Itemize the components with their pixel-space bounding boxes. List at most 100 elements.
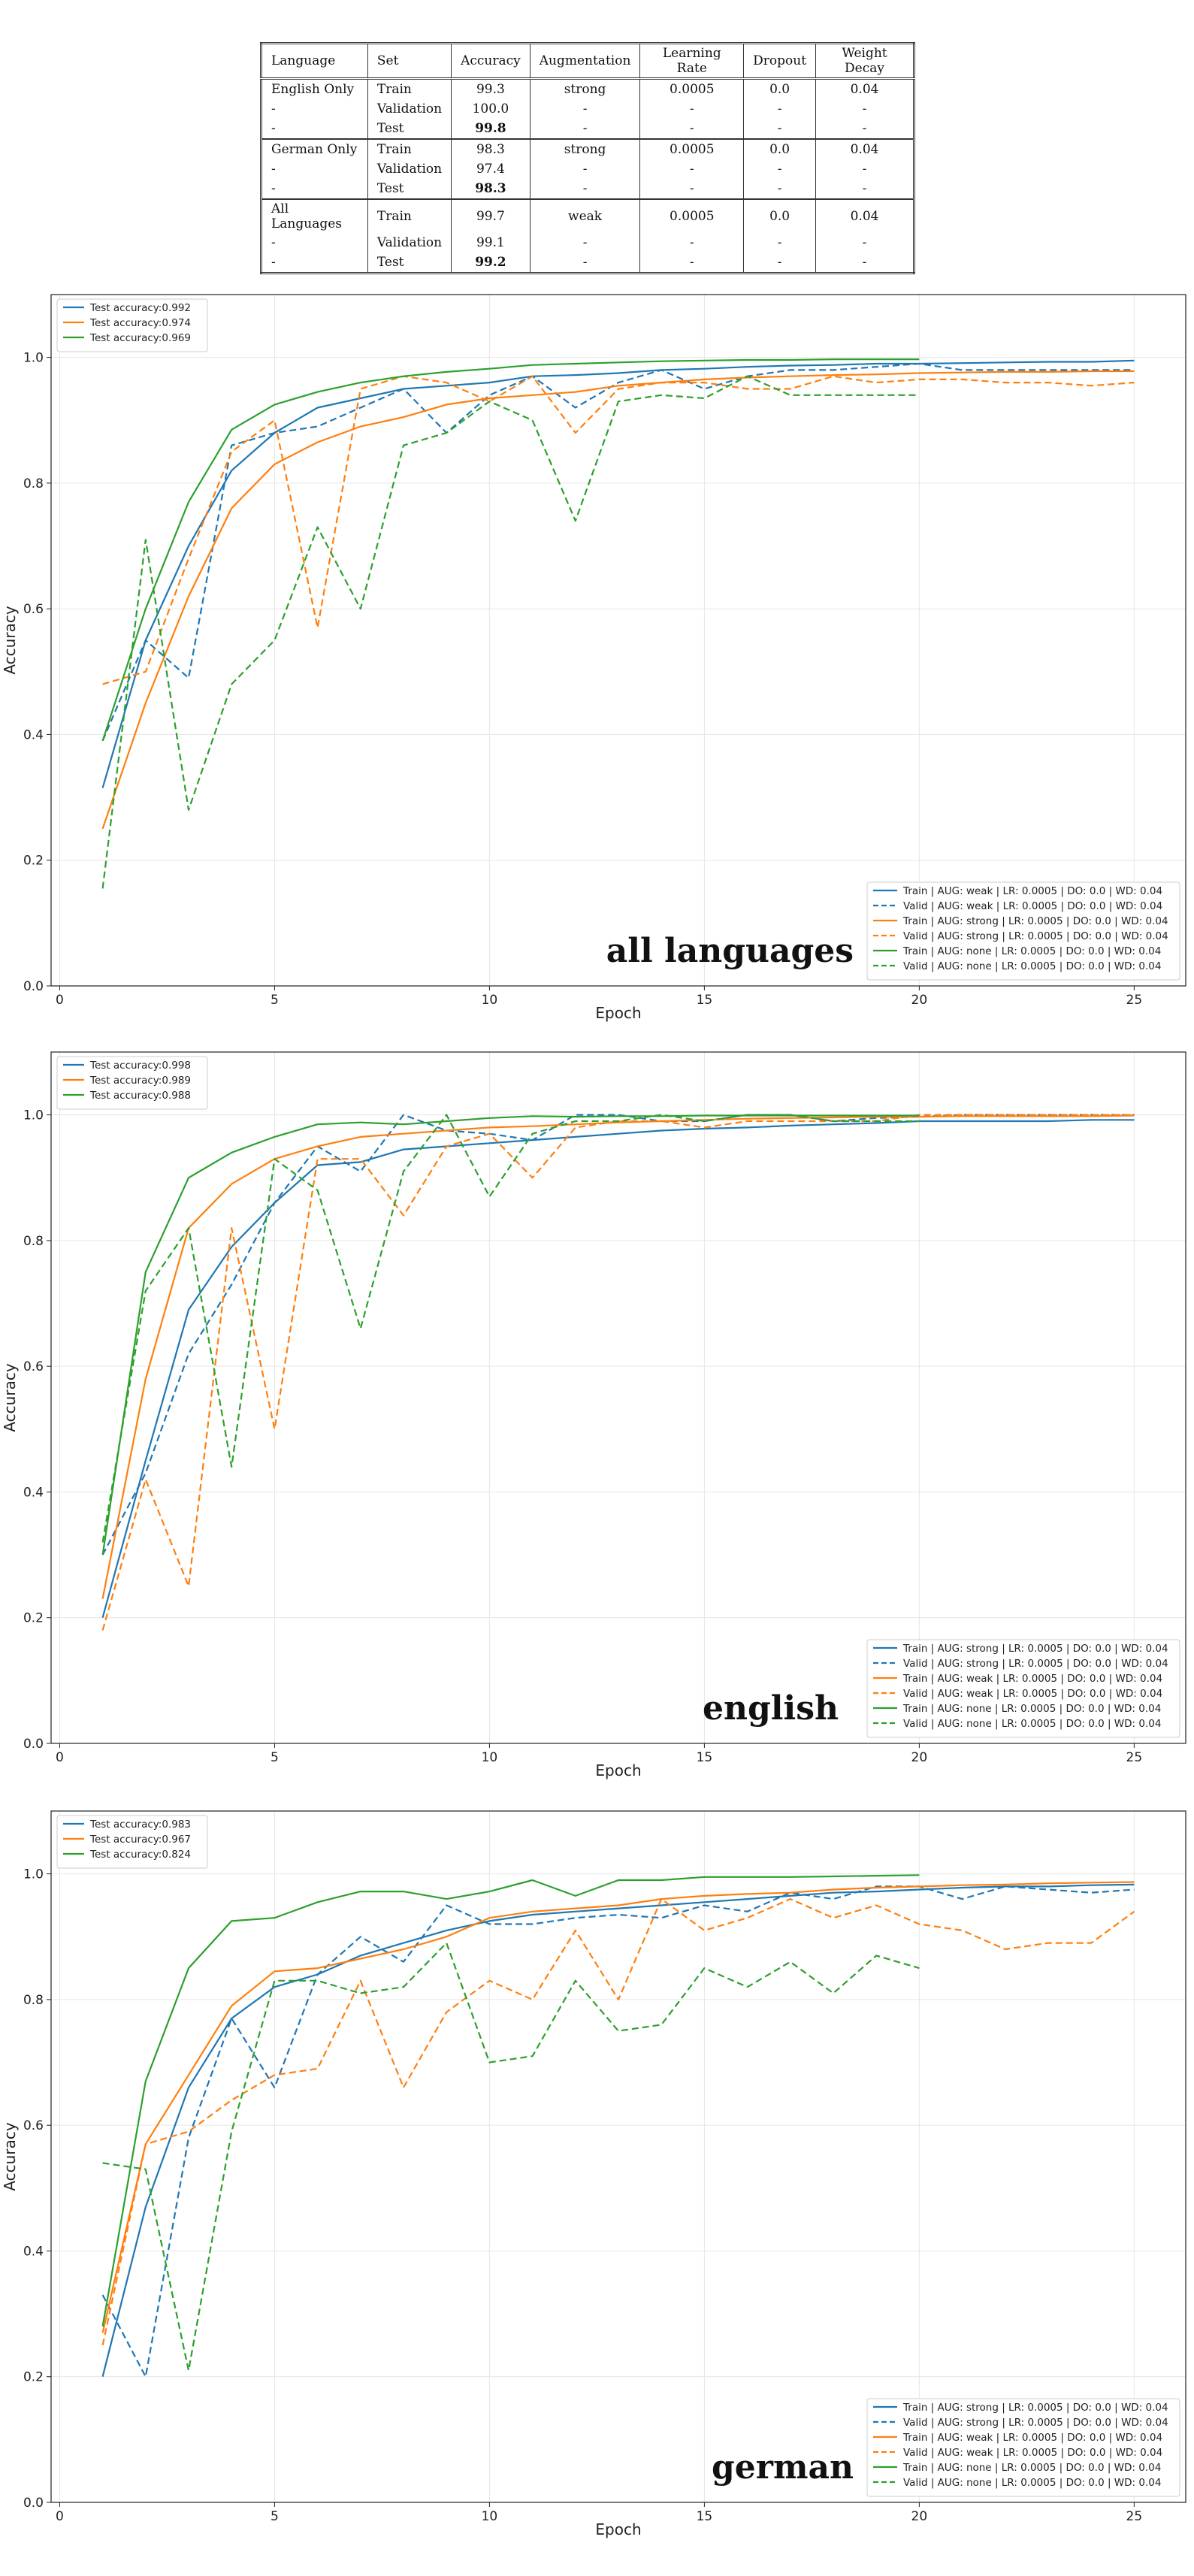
- table-cell: 100.0: [451, 99, 530, 119]
- table-cell: -: [743, 119, 817, 140]
- series-line: [101, 375, 920, 889]
- table-cell: -: [639, 179, 745, 200]
- legend-entry-series: Train | AUG: strong | LR: 0.0005 | DO: 0…: [902, 915, 1168, 927]
- plot-frame: [50, 1810, 1186, 2503]
- table-cell: 0.04: [815, 139, 914, 159]
- legend-entry-series: Valid | AUG: none | LR: 0.0005 | DO: 0.0…: [903, 960, 1161, 972]
- x-tick-label: 25: [1126, 993, 1143, 1008]
- y-axis-label: Accuracy: [1, 606, 19, 674]
- x-tick-label: 5: [271, 1750, 279, 1765]
- y-tick-label: 1.0: [23, 351, 44, 366]
- x-tick-label: 15: [697, 2509, 713, 2524]
- table-cell: German Only: [261, 139, 368, 159]
- series-line: [101, 358, 920, 742]
- series-line: [101, 1881, 1135, 2333]
- y-axis-label: Accuracy: [1, 2122, 19, 2191]
- y-tick-label: 0.2: [23, 1611, 44, 1626]
- y-tick-label: 0.4: [23, 2244, 44, 2259]
- legend-entry-series: Train | AUG: weak | LR: 0.0005 | DO: 0.0…: [902, 2432, 1162, 2444]
- column-header: Set: [367, 43, 452, 80]
- table-cell: -: [639, 159, 745, 179]
- y-tick-label: 0.2: [23, 854, 44, 869]
- y-tick-label: 1.0: [23, 1108, 44, 1123]
- legend-entry-series: Valid | AUG: strong | LR: 0.0005 | DO: 0…: [903, 2417, 1168, 2429]
- x-tick-label: 10: [482, 2509, 498, 2524]
- table-cell: 99.2: [451, 252, 530, 274]
- x-tick-label: 5: [271, 993, 279, 1008]
- table-cell: All Languages: [261, 199, 368, 233]
- table-cell: strong: [529, 139, 641, 159]
- panel-overlay-label: german: [712, 2448, 854, 2487]
- table-cell: -: [743, 159, 817, 179]
- series-line: [101, 1114, 920, 1543]
- table-cell: Train: [367, 199, 452, 233]
- table-cell: 98.3: [451, 139, 530, 159]
- table-cell: 0.0005: [639, 199, 745, 233]
- legend-entry-test-accuracy: Test accuracy:0.824: [89, 1849, 191, 1861]
- legend-entry-test-accuracy: Test accuracy:0.989: [89, 1075, 191, 1087]
- legend-bottom-right-box: [866, 881, 1180, 981]
- legend-entry-series: Train | AUG: none | LR: 0.0005 | DO: 0.0…: [902, 945, 1161, 957]
- y-tick-label: 1.0: [23, 1867, 44, 1882]
- column-header: Accuracy: [451, 43, 530, 80]
- legend-bottom-right-box: [866, 2398, 1180, 2497]
- series-line: [101, 1898, 1135, 2346]
- legend-entry-series: Train | AUG: none | LR: 0.0005 | DO: 0.0…: [902, 1703, 1161, 1715]
- table-cell: -: [261, 119, 368, 140]
- table-cell: 0.0005: [639, 78, 745, 99]
- table-cell: -: [261, 179, 368, 200]
- series-line: [101, 1114, 1135, 1556]
- series-line: [101, 362, 1135, 742]
- series-line: [101, 1885, 1135, 2378]
- table-header-row: Language Set Accuracy Augmentation Learn…: [261, 43, 914, 80]
- series-line: [101, 370, 1135, 830]
- series-line: [102, 1942, 920, 2372]
- series-line: [101, 1114, 1135, 1631]
- table-cell: -: [815, 252, 914, 274]
- x-tick-label: 25: [1126, 2509, 1143, 2524]
- table-cell: -: [529, 233, 641, 252]
- y-tick-label: 0.8: [23, 476, 44, 491]
- table-cell: -: [261, 252, 368, 274]
- table-cell: -: [261, 233, 368, 252]
- legend-entry-series: Train | AUG: strong | LR: 0.0005 | DO: 0…: [902, 1643, 1168, 1655]
- table-cell: -: [529, 99, 641, 119]
- legend-entry-series: Train | AUG: weak | LR: 0.0005 | DO: 0.0…: [902, 1673, 1162, 1685]
- table-cell: 99.8: [451, 119, 530, 140]
- table-cell: -: [815, 159, 914, 179]
- table-cell: Test: [367, 119, 452, 140]
- table-cell: Train: [367, 139, 452, 159]
- table-cell: -: [261, 159, 368, 179]
- table-row: English Only Train 99.3 strong 0.0005 0.0 0.04: [261, 78, 914, 99]
- legend-entry-series: Valid | AUG: none | LR: 0.0005 | DO: 0.0…: [903, 2477, 1161, 2489]
- x-tick-label: 20: [911, 993, 928, 1008]
- legend-entry-series: Train | AUG: weak | LR: 0.0005 | DO: 0.0…: [902, 885, 1162, 897]
- legend-entry-series: Valid | AUG: strong | LR: 0.0005 | DO: 0…: [903, 930, 1168, 942]
- y-tick-label: 0.6: [23, 2118, 44, 2133]
- x-tick-label: 0: [56, 1750, 64, 1765]
- y-tick-label: 0.4: [23, 727, 44, 742]
- x-axis-label: Epoch: [595, 1761, 641, 1779]
- table-cell: strong: [529, 78, 641, 99]
- chart-english: 0 5 10 15 20 25 0.0 0.2 0.4 0.6 0.8 1.0 Epoch Accurac…: [1, 1051, 1186, 1779]
- table-cell: -: [743, 179, 817, 200]
- series-line: [101, 359, 1135, 788]
- table-cell: 99.7: [451, 199, 530, 233]
- table-row: - Test 98.3- - - -: [261, 179, 914, 200]
- column-header: Learning Rate: [639, 43, 745, 80]
- chart-all-languages: 0 5 10 15 20 25 0.0 0.2 0.4 0.6 0.8 1.0 Epoch Accurac…: [1, 294, 1186, 1022]
- legend-entry-series: Train | AUG: none | LR: 0.0005 | DO: 0.0…: [902, 2462, 1161, 2474]
- table-cell: -: [639, 119, 745, 140]
- column-header: Augmentation: [529, 43, 641, 80]
- y-axis-label: Accuracy: [1, 1363, 19, 1432]
- y-tick-label: 0.2: [23, 2370, 44, 2385]
- plot-frame: [50, 294, 1186, 987]
- table-cell: -: [529, 179, 641, 200]
- results-table: Language Set Accuracy Augmentation Learn…: [260, 42, 915, 274]
- table-cell: Train: [367, 78, 452, 99]
- table-row: - Validation 99.1- - - -: [261, 233, 914, 252]
- table-cell: 0.0005: [639, 139, 745, 159]
- y-tick-label: 0.0: [23, 979, 44, 994]
- y-tick-label: 0.8: [23, 1993, 44, 2008]
- x-tick-label: 10: [482, 1750, 498, 1765]
